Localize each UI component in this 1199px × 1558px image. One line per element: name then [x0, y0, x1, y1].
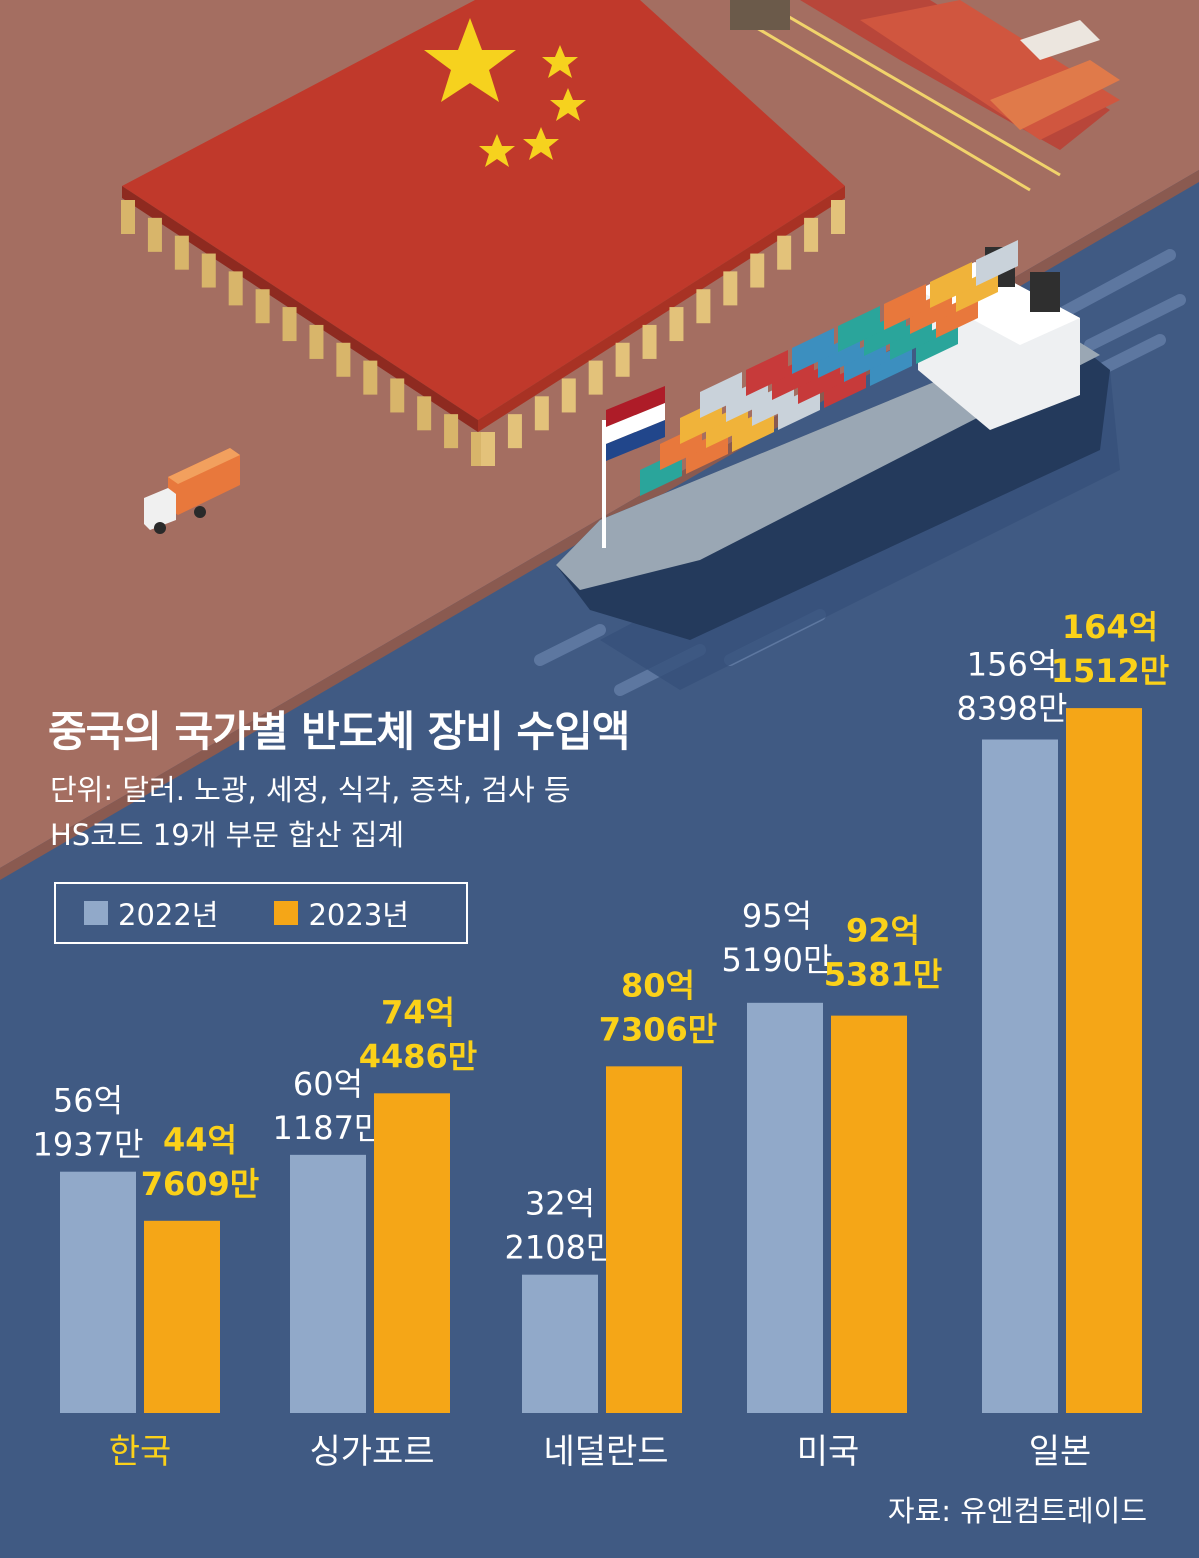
chart-subtitle-note: HS코드 19개 부문 합산 집계 — [50, 818, 405, 852]
chip-pin — [642, 324, 657, 359]
bar-2022-2 — [522, 1274, 598, 1413]
chart-title: 중국의 국가별 반도체 장비 수입액 — [48, 707, 630, 756]
ship-container — [700, 372, 742, 418]
chip-pin — [777, 235, 792, 270]
data-label-2023-2-1: 7306만 — [599, 1010, 718, 1048]
chip-pin — [309, 324, 324, 359]
chip-pin — [282, 307, 297, 342]
chip-flag-illustration — [121, 0, 845, 466]
data-label-2023-0-1: 7609만 — [141, 1165, 260, 1203]
chip-pin — [417, 396, 432, 431]
data-label-2022-0-0: 56억 — [53, 1082, 123, 1120]
chip-pin — [121, 200, 135, 234]
data-label-2023-2-0: 80억 — [621, 966, 695, 1004]
data-label-2022-0-1: 1937만 — [33, 1126, 144, 1164]
data-label-2022-1-1: 1187만 — [273, 1109, 384, 1147]
legend-label-2022: 2022년 — [118, 898, 219, 932]
data-label-2022-4-0: 156억 — [967, 646, 1058, 684]
chip-pin — [363, 360, 378, 395]
ship-container — [930, 262, 972, 308]
legend-item-2022: 2022년 — [84, 892, 218, 934]
ship-containers — [640, 240, 1018, 496]
chip-pin — [228, 271, 243, 306]
dutch-flag — [606, 386, 665, 427]
legend-label-2023: 2023년 — [308, 898, 409, 932]
chip-pin — [481, 432, 495, 466]
truck-illustration — [144, 448, 240, 534]
category-label-3: 미국 — [797, 1432, 860, 1472]
data-label-2022-2-0: 32억 — [525, 1185, 595, 1223]
flag-small-star — [523, 127, 559, 160]
chip-pin — [723, 271, 738, 306]
chip-pin — [561, 378, 576, 413]
flag-small-star — [542, 45, 578, 78]
data-label-2023-0-0: 44억 — [163, 1121, 237, 1159]
data-label-2022-4-1: 8398만 — [957, 690, 1068, 728]
legend-swatch-2022 — [84, 901, 108, 925]
flag-small-star — [550, 88, 586, 121]
bar-2023-4 — [1066, 708, 1142, 1413]
chip-pin — [750, 253, 765, 288]
bar-2023-1 — [374, 1093, 450, 1413]
data-label-2023-3-1: 5381만 — [824, 956, 943, 994]
data-label-2023-3-0: 92억 — [846, 912, 920, 950]
data-label-2022-1-0: 60억 — [293, 1065, 363, 1103]
chip-pin — [174, 235, 189, 270]
chip-pin — [696, 289, 711, 324]
category-label-0: 한국 — [109, 1432, 172, 1472]
category-label-4: 일본 — [1029, 1432, 1092, 1472]
chip-pin — [336, 342, 351, 377]
category-label-2: 네덜란드 — [543, 1432, 668, 1472]
data-label-2022-3-0: 95억 — [742, 897, 812, 935]
bar-2023-3 — [831, 1015, 907, 1413]
data-label-2022-2-1: 2108만 — [505, 1229, 616, 1267]
data-label-2023-4-1: 1512만 — [1051, 652, 1170, 690]
chip-pin — [444, 414, 459, 449]
chip-pin — [804, 217, 819, 252]
ship-container — [838, 306, 880, 352]
chip-pin — [255, 289, 270, 324]
chart-subtitle-unit: 단위: 달러. 노광, 세정, 식각, 증착, 검사 등 — [50, 773, 571, 807]
ship-container — [792, 328, 834, 374]
chip-pin — [588, 360, 603, 395]
chip-pin — [669, 307, 684, 342]
category-label-1: 싱가포르 — [309, 1432, 434, 1472]
bar-2022-4 — [982, 739, 1058, 1413]
container-ship — [556, 240, 1110, 640]
data-label-2023-4-0: 164억 — [1062, 608, 1158, 646]
flag-big-star — [424, 18, 516, 102]
container-yard — [730, 0, 1120, 192]
chip-pin — [147, 217, 162, 252]
chart-legend: 2022년 2023년 — [54, 882, 468, 944]
chip-pin — [507, 414, 522, 449]
chip-pin — [534, 396, 549, 431]
ship-container — [746, 350, 788, 396]
ship-container — [976, 240, 1018, 286]
chip-pin — [831, 200, 845, 234]
flag-small-star — [479, 134, 515, 167]
data-label-2022-3-1: 5190만 — [722, 941, 833, 979]
bar-2022-1 — [290, 1154, 366, 1413]
chip-pins — [121, 200, 845, 466]
data-label-2023-1-1: 4486만 — [359, 1037, 478, 1075]
ship-container — [884, 284, 926, 330]
bar-2023-2 — [606, 1066, 682, 1413]
legend-swatch-2023 — [274, 901, 299, 925]
bar-2023-0 — [144, 1220, 220, 1413]
bar-2022-0 — [60, 1171, 136, 1413]
legend-item-2023: 2023년 — [274, 892, 409, 934]
chip-pin — [615, 342, 630, 377]
chip-pin — [201, 253, 216, 288]
source-note: 자료: 유엔컴트레이드 — [887, 1494, 1147, 1528]
data-label-2023-1-0: 74억 — [381, 993, 455, 1031]
bar-2022-3 — [747, 1002, 823, 1413]
chip-pin — [390, 378, 405, 413]
